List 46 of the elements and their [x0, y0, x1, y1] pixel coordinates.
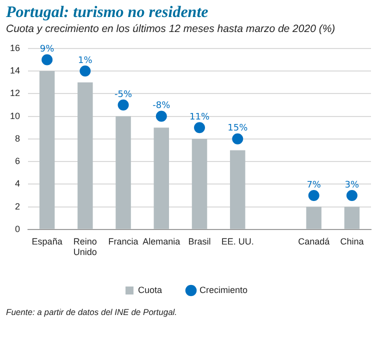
chart-title: Portugal: turismo no residente — [6, 4, 210, 22]
x-tick-label: España — [32, 236, 62, 246]
source-note: Fuente: a partir de datos del INE de Portugal. — [6, 307, 178, 317]
bar — [78, 82, 93, 229]
y-tick-label: 10 — [10, 110, 20, 121]
point — [42, 54, 53, 66]
x-tick-label: Canadá — [298, 236, 330, 246]
bar — [116, 116, 131, 229]
annotation: 3% — [344, 180, 360, 190]
point — [232, 133, 244, 144]
y-tick-label: 16 — [10, 42, 20, 53]
annotation: 15% — [228, 124, 248, 134]
x-tick-label: EE. UU. — [221, 236, 254, 246]
point — [346, 190, 358, 201]
bar — [306, 206, 322, 229]
annotation: 11% — [190, 112, 210, 122]
annotation: 9% — [40, 44, 55, 55]
bar — [192, 138, 208, 229]
y-tick-label: 6 — [14, 156, 20, 166]
y-tick-label: 14 — [10, 66, 20, 76]
x-tick-label: China — [340, 236, 364, 246]
y-tick-label: 8 — [14, 133, 20, 144]
point — [118, 99, 129, 110]
y-tick-label: 2 — [14, 201, 20, 212]
x-tick-label: Reino Unido — [73, 236, 97, 258]
point — [194, 122, 206, 134]
x-tick-label: Alemania — [142, 236, 180, 246]
y-tick-label: 4 — [14, 178, 20, 189]
point — [308, 190, 320, 201]
annotation: -8% — [152, 101, 171, 112]
point — [156, 110, 167, 122]
chart-subtitle: Cuota y crecimiento en los últimos 12 meses hasta marzo de 2020 (%) — [6, 23, 336, 35]
legend-label: Crecimiento — [200, 284, 248, 295]
x-tick-label: Francia — [108, 236, 138, 246]
bar — [230, 150, 246, 229]
annotation: 1% — [78, 56, 93, 66]
x-tick-label: Brasil — [188, 236, 211, 246]
point — [80, 66, 91, 77]
y-tick-label: 12 — [10, 88, 20, 98]
bar — [344, 206, 360, 229]
annotation: -5% — [114, 90, 132, 100]
bar — [39, 71, 55, 229]
bar — [154, 128, 170, 229]
y-tick-label: 0 — [14, 224, 20, 234]
legend-label: Cuota — [138, 284, 162, 295]
annotation: 7% — [306, 180, 322, 190]
